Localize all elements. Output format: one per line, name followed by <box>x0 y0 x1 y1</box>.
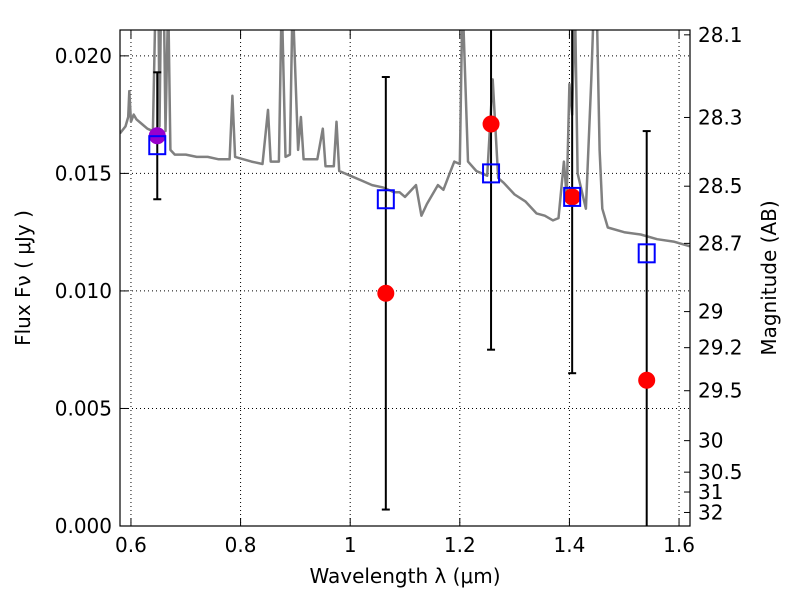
y2-axis-label: Magnitude (AB) <box>757 200 781 355</box>
synthetic-point <box>637 243 656 264</box>
y-tick-label: 0.020 <box>55 44 112 68</box>
y2-tick-label: 30 <box>698 429 723 453</box>
y2-tick-label: 28.5 <box>698 174 743 198</box>
synthetic-point <box>376 189 395 210</box>
y2-tick-label: 30.5 <box>698 460 743 484</box>
y2-tick-label: 29.2 <box>698 336 743 360</box>
x-axis-label: Wavelength λ (μm) <box>309 564 500 588</box>
x-tick-label: 1 <box>344 533 357 557</box>
plot-frame <box>119 29 691 527</box>
x-tick-label: 1.6 <box>663 533 695 557</box>
observed-point <box>638 371 656 389</box>
synthetic-point <box>482 163 501 184</box>
synthetic-point <box>563 186 582 207</box>
y-tick-label: 0.015 <box>55 161 112 185</box>
observed-point <box>377 284 395 302</box>
y2-tick-label: 29.5 <box>698 379 743 403</box>
x-tick-label: 0.6 <box>115 533 147 557</box>
observed-point <box>563 188 581 206</box>
y2-tick-label: 31 <box>698 480 723 504</box>
y-tick-label: 0.000 <box>55 514 112 538</box>
y-axis-label: Flux Fν ( μJy ) <box>11 210 35 346</box>
y-axis: 0.000 0.005 0.010 0.015 0.020 <box>55 44 128 538</box>
y2-tick-label: 28.7 <box>698 231 743 255</box>
synthetic-point <box>148 135 167 156</box>
model-spectrum-line <box>120 30 690 248</box>
x-axis: 0.6 0.8 1 1.2 1.4 1.6 <box>115 30 695 557</box>
y-tick-label: 0.010 <box>55 279 112 303</box>
synthetic-points <box>148 135 656 264</box>
y2-tick-label: 29 <box>698 300 723 324</box>
model-layer <box>120 30 690 248</box>
y-tick-label: 0.005 <box>55 396 112 420</box>
grid <box>120 30 690 526</box>
x-tick-label: 0.8 <box>225 533 257 557</box>
y2-tick-label: 28.3 <box>698 105 743 129</box>
observed-point <box>482 115 500 133</box>
x-tick-label: 1.2 <box>444 533 476 557</box>
y2-tick-label: 28.1 <box>698 23 743 47</box>
x-tick-label: 1.4 <box>554 533 586 557</box>
observed-points <box>148 115 656 389</box>
y2-tick-label: 32 <box>698 500 723 524</box>
